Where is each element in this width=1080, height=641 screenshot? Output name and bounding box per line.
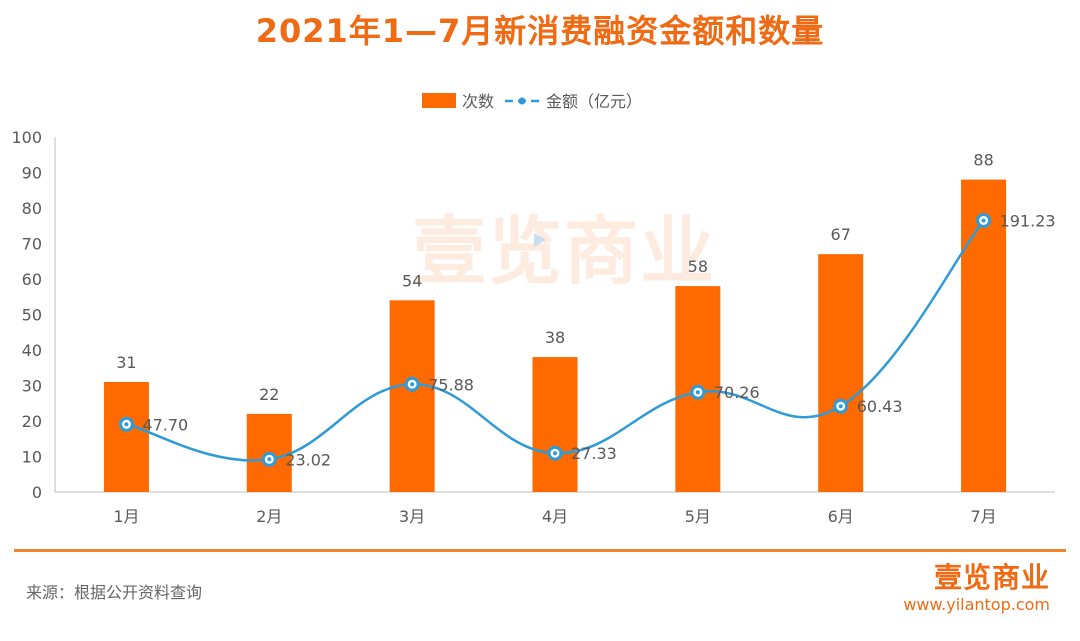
brand: 壹览商业 www.yilantop.com (903, 562, 1050, 616)
y-tick-label: 40 (22, 341, 42, 360)
x-tick-label: 5月 (685, 507, 711, 526)
line-value-label: 27.33 (571, 444, 617, 463)
line-point-center (981, 218, 986, 223)
x-tick-label: 4月 (542, 507, 568, 526)
y-tick-label: 70 (22, 235, 42, 254)
footer-divider (14, 549, 1066, 552)
y-tick-label: 80 (22, 199, 42, 218)
y-tick-label: 60 (22, 270, 42, 289)
legend-bar-label: 次数 (462, 92, 494, 111)
chart: 0 10 20 30 40 50 60 70 80 90 100 31 1月 22 2月 54 3月 38 4月 58… (11, 92, 1056, 526)
y-tick-label: 90 (22, 164, 42, 183)
line-point-center (695, 390, 700, 395)
x-tick-label: 7月 (970, 507, 996, 526)
bar-value-label: 88 (973, 151, 993, 170)
line-point-center (553, 451, 557, 456)
x-tick-label: 1月 (113, 507, 139, 526)
x-tick-label: 3月 (399, 507, 425, 526)
bar (818, 254, 864, 492)
line-value-label: 60.43 (857, 397, 903, 416)
y-tick-label: 0 (32, 483, 42, 502)
bar (103, 381, 149, 492)
line-point-center (267, 457, 272, 462)
brand-url: www.yilantop.com (903, 595, 1050, 614)
bar (961, 179, 1007, 492)
bar-value-label: 58 (688, 257, 708, 276)
legend-bar-swatch (422, 93, 456, 108)
bar-value-label: 38 (545, 328, 565, 347)
y-tick-label: 30 (22, 377, 42, 396)
play-icon (534, 233, 546, 247)
y-tick-label: 50 (22, 306, 42, 325)
line-point-center (838, 404, 843, 409)
y-tick-label: 10 (22, 448, 42, 467)
line-value-label: 47.70 (142, 415, 188, 434)
y-tick-label: 100 (11, 128, 42, 147)
line-value-label: 23.02 (285, 450, 331, 469)
x-tick-label: 2月 (256, 507, 282, 526)
legend-line-label: 金额（亿元） (546, 92, 642, 111)
line-value-label: 70.26 (714, 383, 760, 402)
x-tick-label: 6月 (828, 507, 854, 526)
bar-value-label: 67 (831, 225, 851, 244)
brand-logo: 壹览商业 (933, 561, 1050, 594)
source-note: 来源：根据公开资料查询 (26, 583, 203, 602)
y-tick-label: 20 (22, 412, 42, 431)
chart-title: 2021年1—7月新消费融资金额和数量 (255, 12, 825, 50)
bar-value-label: 31 (116, 353, 136, 372)
line-value-label: 75.88 (428, 375, 474, 394)
line-point-center (410, 382, 415, 387)
legend-line-marker (518, 97, 526, 105)
bar (389, 300, 435, 492)
bar-value-label: 54 (402, 271, 422, 290)
bar-value-label: 22 (259, 385, 279, 404)
line-point-center (124, 422, 129, 427)
line-value-label: 191.23 (1000, 211, 1056, 230)
bar (532, 357, 578, 492)
